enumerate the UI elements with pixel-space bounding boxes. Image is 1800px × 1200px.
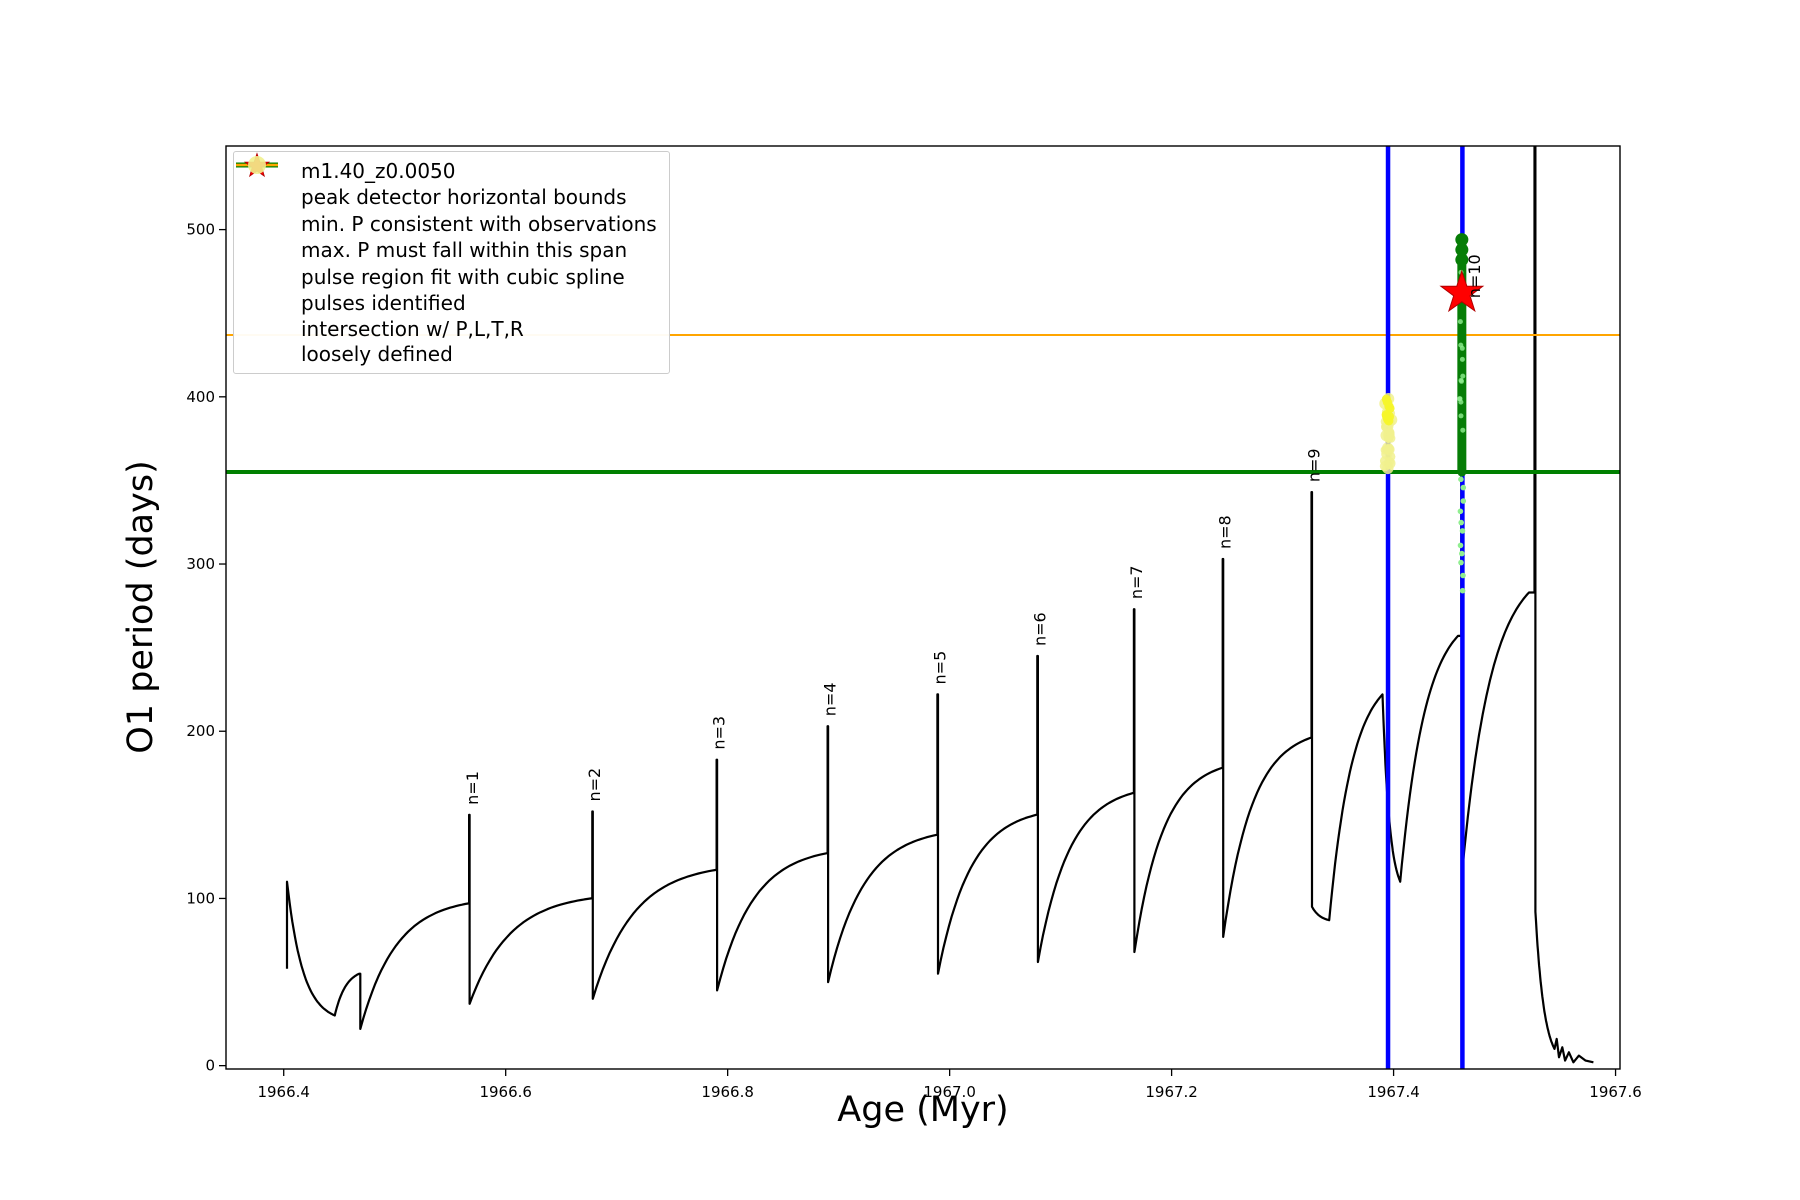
peak-label: n=1 <box>463 771 482 805</box>
legend-item: intersection w/ P,L,T,R loosely defined <box>244 156 657 366</box>
legend-label: peak detector horizontal bounds <box>301 185 627 210</box>
x-tick-label: 1966.6 <box>479 1083 532 1101</box>
x-tick-label: 1967.2 <box>1145 1083 1198 1101</box>
peak-label: n=8 <box>1216 515 1235 549</box>
peak-label: n=3 <box>710 716 729 750</box>
peak-label: n=7 <box>1127 565 1146 599</box>
legend-item: min. P consistent with observations <box>236 162 657 236</box>
legend-item: pulses identified <box>243 152 657 315</box>
legend-item: m1.40_z0.0050 <box>236 159 657 183</box>
legend-item: pulse region fit with cubic spline <box>244 160 657 289</box>
y-axis-label: O1 period (days) <box>121 460 161 753</box>
legend-label: pulses identified <box>301 290 466 315</box>
spline-dot <box>1457 396 1463 402</box>
x-axis-label: Age (Myr) <box>837 1090 1008 1130</box>
y-tick-label: 300 <box>186 555 215 573</box>
x-tick-label: 1967.6 <box>1589 1083 1642 1101</box>
spline-dense-top <box>1455 233 1469 247</box>
spline-dot <box>1460 498 1467 504</box>
legend-label: min. P consistent with observations <box>301 211 657 236</box>
x-tick-label: 1967.0 <box>923 1083 976 1101</box>
y-tick-label: 400 <box>186 388 215 406</box>
x-tick-label: 1966.8 <box>701 1083 754 1101</box>
intersection-dot <box>1384 457 1394 467</box>
series-main-curve <box>285 146 1594 1064</box>
spline-dot <box>1459 528 1466 534</box>
plot-annotations: n=1 n=2 n=3 n=4 n=5 n=6 n=7 n=8 n=9 n=10 <box>463 254 1484 805</box>
x-tick-label: 1967.4 <box>1367 1083 1420 1101</box>
spline-dot <box>1458 413 1464 419</box>
spline-dot <box>1458 559 1464 566</box>
spline-dot <box>1458 519 1464 526</box>
peak-label: n=5 <box>930 651 949 685</box>
peak-label: n=2 <box>585 768 604 802</box>
legend-label: pulse region fit with cubic spline <box>301 264 625 289</box>
legend-label: m1.40_z0.0050 <box>301 159 456 183</box>
legend-item: max. P must fall within this span <box>236 163 657 263</box>
peak-label: n=9 <box>1304 448 1323 482</box>
axis-ticks: 1966.4 1966.6 1966.8 1967.0 1967.2 1967.4 1967… <box>186 221 1641 1101</box>
spline-dot <box>1460 427 1466 433</box>
spline-dot <box>1459 550 1465 557</box>
legend-item: peak detector horizontal bounds <box>236 162 657 210</box>
intersection-dot <box>1381 410 1391 420</box>
pulse-star <box>1439 269 1485 313</box>
spline-dot <box>1457 542 1464 549</box>
legend-label: max. P must fall within this span <box>301 238 628 263</box>
spline-dot <box>1457 319 1463 325</box>
intersection-dot <box>1382 397 1392 407</box>
spline-dot <box>1460 484 1467 491</box>
spline-dot <box>1460 373 1466 379</box>
plot-frame <box>225 145 1621 1070</box>
y-tick-label: 500 <box>186 221 215 239</box>
spline-dense-top <box>1455 253 1469 267</box>
legend: m1.40_z0.0050 peak detector horizontal bo… <box>233 151 670 375</box>
x-tick-label: 1966.4 <box>257 1083 310 1101</box>
peak-label: n=4 <box>821 682 840 716</box>
intersection-dot <box>1386 431 1395 440</box>
y-tick-label: 100 <box>186 889 215 907</box>
spline-dot <box>1460 572 1466 579</box>
peak-label: n=10 <box>1465 254 1484 298</box>
spline-dot <box>1459 356 1465 362</box>
spline-dot <box>1457 508 1464 515</box>
spline-dot <box>1458 476 1464 483</box>
spline-dot <box>1459 587 1466 594</box>
spline-dot <box>1458 377 1464 383</box>
spline-dense-top <box>1455 243 1469 257</box>
y-tick-label: 0 <box>205 1057 215 1075</box>
legend-label: intersection w/ P,L,T,R loosely defined <box>301 317 524 366</box>
spline-dot <box>1459 345 1465 351</box>
plot-series <box>226 146 1620 1069</box>
y-tick-label: 200 <box>186 722 215 740</box>
intersection-dot <box>1382 442 1394 454</box>
peak-label: n=6 <box>1030 612 1049 646</box>
